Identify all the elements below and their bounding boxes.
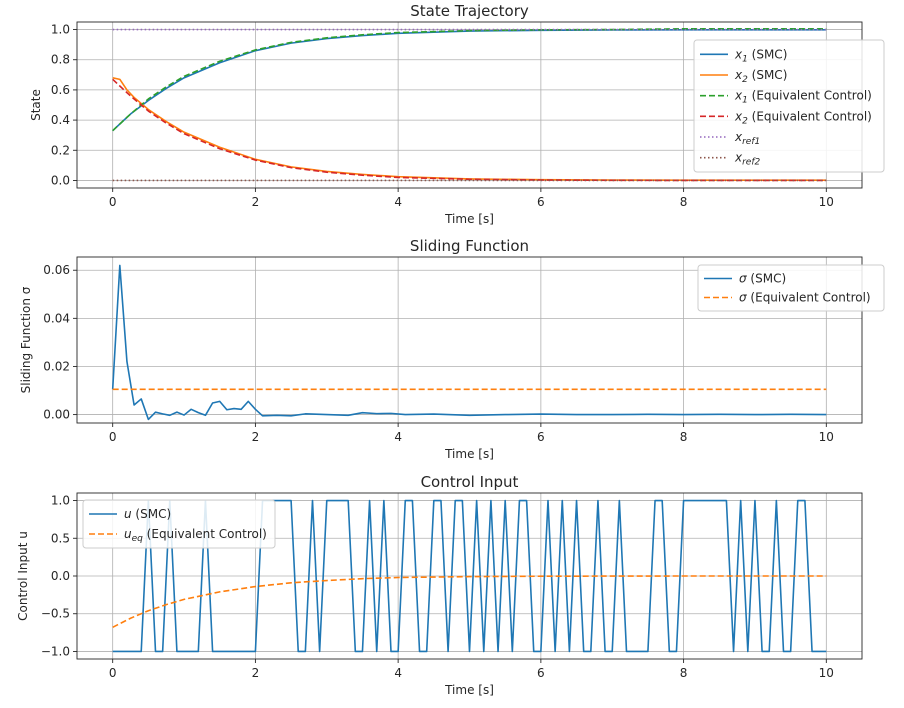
y-tick-label: 0.00 [43,408,70,422]
y-axis-label: Control Input u [16,531,30,621]
chart-3: 0 2 4 6 8 10 −1.0 −0.5 0.0 0.5 1.0 Control Input Tim… [16,473,863,697]
y-tick-label: −0.5 [41,607,70,621]
x-tick-label: 10 [819,430,834,444]
x-tick-label: 6 [537,666,545,680]
series-line-3 [112,27,827,132]
x-tick-label: 8 [680,666,688,680]
legend-label-6: xref2 [734,151,761,168]
legend-label-4: x2 (Equivalent Control) [734,109,872,126]
x-tick-label: 0 [109,430,117,444]
legend-box [693,39,885,173]
y-tick-label: 0.02 [43,359,70,373]
y-tick-label: 0.06 [43,263,70,277]
series-group [111,264,827,421]
x-tick-label: 8 [680,430,688,444]
legend-label-5: xref1 [734,130,760,147]
x-axis-label: Time [s] [444,212,494,226]
x-tick-label: 4 [394,430,402,444]
y-tick-label: 0.0 [51,173,70,187]
axes-frame [76,256,863,424]
legend-box [697,264,885,312]
x-tick-label: 8 [680,195,688,209]
x-tick-label: 6 [537,195,545,209]
x-tick-label: 4 [394,666,402,680]
series-line-4 [112,78,827,182]
chart-title: State Trajectory [410,2,529,20]
x-tick-label: 2 [252,666,260,680]
y-tick-label: 0.8 [51,53,70,67]
x-tick-label: 4 [394,195,402,209]
y-tick-label: −1.0 [41,644,70,658]
chart-title: Control Input [421,473,519,491]
x-axis-label: Time [s] [444,447,494,461]
x-tick-label: 0 [109,666,117,680]
y-tick-label: 1.0 [51,494,70,508]
legend-label-2: ueq (Equivalent Control) [124,527,267,544]
y-tick-label: 0.4 [51,113,70,127]
series-group [112,27,827,182]
x-tick-label: 6 [537,430,545,444]
y-tick-label: 0.6 [51,83,70,97]
legend-label-1: u (SMC) [124,507,171,521]
x-tick-label: 0 [109,195,117,209]
y-axis-label: State [29,89,43,121]
y-tick-label: 0.0 [51,569,70,583]
chart-title: Sliding Function [410,237,529,255]
chart-1: 0 2 4 6 8 10 0.0 0.2 0.4 0.6 0.8 1.0 State Trajector… [29,2,885,226]
y-tick-label: 0.2 [51,143,70,157]
y-axis-label: Sliding Function σ [19,286,33,393]
x-axis-label: Time [s] [444,683,494,697]
y-tick-label: 0.04 [43,311,70,325]
legend-label-2: σ (Equivalent Control) [739,291,871,305]
legend-label-1: σ (SMC) [739,272,786,286]
x-tick-label: 10 [819,666,834,680]
legend-box [82,499,276,549]
x-tick-label: 2 [252,430,260,444]
legend-label-3: x1 (Equivalent Control) [734,89,872,106]
x-tick-label: 10 [819,195,834,209]
y-tick-label: 1.0 [51,23,70,37]
x-tick-label: 2 [252,195,260,209]
legend: x1 (SMC) x2 (SMC) x1 (Equivalent Control) x… [693,39,885,173]
series-group [112,499,827,653]
legend: σ (SMC) σ (Equivalent Control) [697,264,885,312]
y-tick-label: 0.5 [51,531,70,545]
series-line-1 [111,264,827,421]
legend-label-2: x2 (SMC) [734,68,787,85]
legend-label-1: x1 (SMC) [734,47,787,64]
chart-2: 0 2 4 6 8 10 0.00 0.02 0.04 0.06 Sliding Function T… [19,237,885,461]
series-line-2 [112,575,827,629]
legend: u (SMC) ueq (Equivalent Control) [82,499,276,549]
